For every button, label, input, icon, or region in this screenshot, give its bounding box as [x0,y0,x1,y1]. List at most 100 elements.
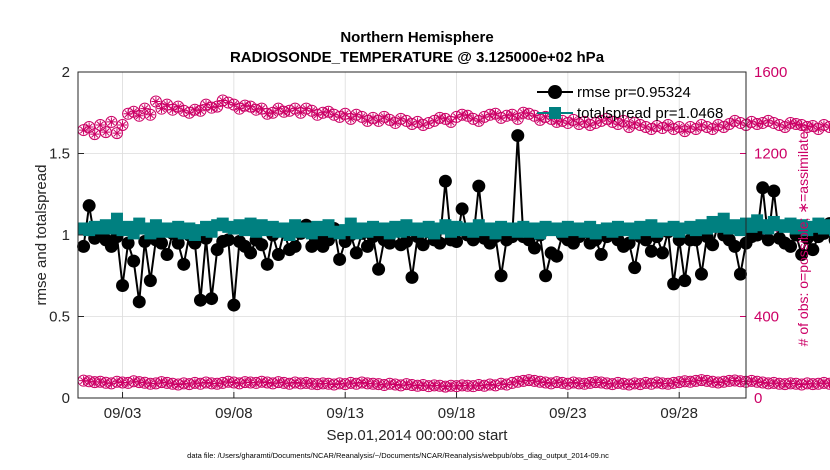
rmse-point [539,269,553,283]
rmse-point [221,233,235,247]
rmse-point [433,236,447,250]
rmse-point [678,274,692,288]
x-tick-label: 09/08 [215,405,253,422]
spread-point [823,219,830,232]
rmse-point [594,248,608,262]
y-tick-label: 0 [62,390,70,407]
rmse-point [116,279,130,293]
rmse-point [472,179,486,193]
y-right-tick-label: 0 [754,390,762,407]
rmse-point [416,238,430,252]
rmse-point [372,262,386,276]
rmse-point [706,238,720,252]
y-axis-label-right: # of obs: o=possible; ∗=assimilated [795,124,811,347]
rmse-point [143,274,157,288]
rmse-point [132,295,146,309]
rmse-point [349,246,363,260]
y-right-tick-label: 1200 [754,146,787,163]
spread-point [244,217,257,230]
rmse-point [728,239,742,253]
rmse-point [550,249,564,263]
rmse-point [360,239,374,253]
y-axis-label: rmse and totalspread [33,165,50,306]
nposs-point [116,118,129,131]
rmse-point [227,298,241,312]
legend-rmse-label: rmse pr=0.95324 [577,84,691,101]
rmse-point [694,267,708,281]
y-tick-label: 1.5 [49,146,70,163]
rmse-point [271,248,285,262]
y-right-tick-label: 1600 [754,64,787,81]
y-tick-label: 2 [62,64,70,81]
x-tick-label: 09/13 [326,405,364,422]
rmse-point [177,257,191,271]
nposs-point [83,121,96,134]
rmse-point [756,181,770,195]
y-tick-label: 0.5 [49,309,70,326]
spread-point [110,212,123,225]
rmse-point [656,246,669,260]
rmse-point [438,174,452,188]
data-file-footer: data file: /Users/gharamti/Documents/NCA… [187,451,609,460]
rmse-point [639,233,653,247]
rmse-point [193,293,207,307]
nposs-point [105,115,118,128]
rmse-point [77,239,91,253]
spread-point [105,222,118,235]
rmse-point [160,248,174,262]
rmse-point [455,202,469,216]
spread-point [717,212,730,225]
chart-subtitle: RADIOSONDE_TEMPERATURE @ 3.125000e+02 hP… [230,49,605,66]
rmse-point [127,254,141,268]
x-tick-label: 09/03 [104,405,142,422]
rmse-point [761,233,775,247]
rmse-point [155,236,168,250]
rmse-point [628,261,642,275]
rmse-point [622,236,636,250]
x-tick-label: 09/28 [660,405,698,422]
rmse-point [82,199,96,213]
rmse-point [171,236,185,250]
spread-point [344,217,357,230]
rmse-point [104,239,118,253]
plot-frame [77,71,747,399]
rmse-point [121,236,135,250]
chart-title: Northern Hemisphere [340,29,493,46]
x-axis-label: Sep.01,2014 00:00:00 start [327,427,509,444]
rmse-point [244,246,258,260]
rmse-point [383,236,397,250]
legend-spread-label: totalspread pr=1.0468 [577,105,723,122]
rmse-point [784,239,798,253]
rmse-point [260,257,274,271]
rmse-point [255,238,269,252]
rmse-point [399,235,413,249]
legend-rmse-marker [548,85,562,99]
spread-point [127,227,140,240]
nposs-point [99,126,112,139]
legend-spread-marker [549,107,561,119]
rmse-point [450,235,464,249]
nposs-point [110,127,123,140]
nposs-point [149,95,162,108]
y-tick-label: 1 [62,227,70,244]
chart-legend: rmse pr=0.95324 totalspread pr=1.0468 [537,84,723,122]
rmse-point [806,243,820,257]
rmse-point [494,269,508,283]
nposs-point [133,109,146,122]
rmse-point [205,292,219,306]
nposs-point [94,118,107,131]
y-right-tick-label: 400 [754,309,779,326]
rmse-point [795,248,809,262]
spread-point [283,229,296,241]
rmse-point [767,184,781,198]
x-tick-label: 09/23 [549,405,587,422]
rmse-point [288,239,302,253]
nposs-point [144,108,157,121]
x-tick-label: 09/18 [438,405,476,422]
rmse-point [511,129,525,143]
rmse-point [405,270,419,284]
rmse-point [689,233,703,247]
rmse-point [644,244,658,258]
rmse-point [667,277,681,291]
